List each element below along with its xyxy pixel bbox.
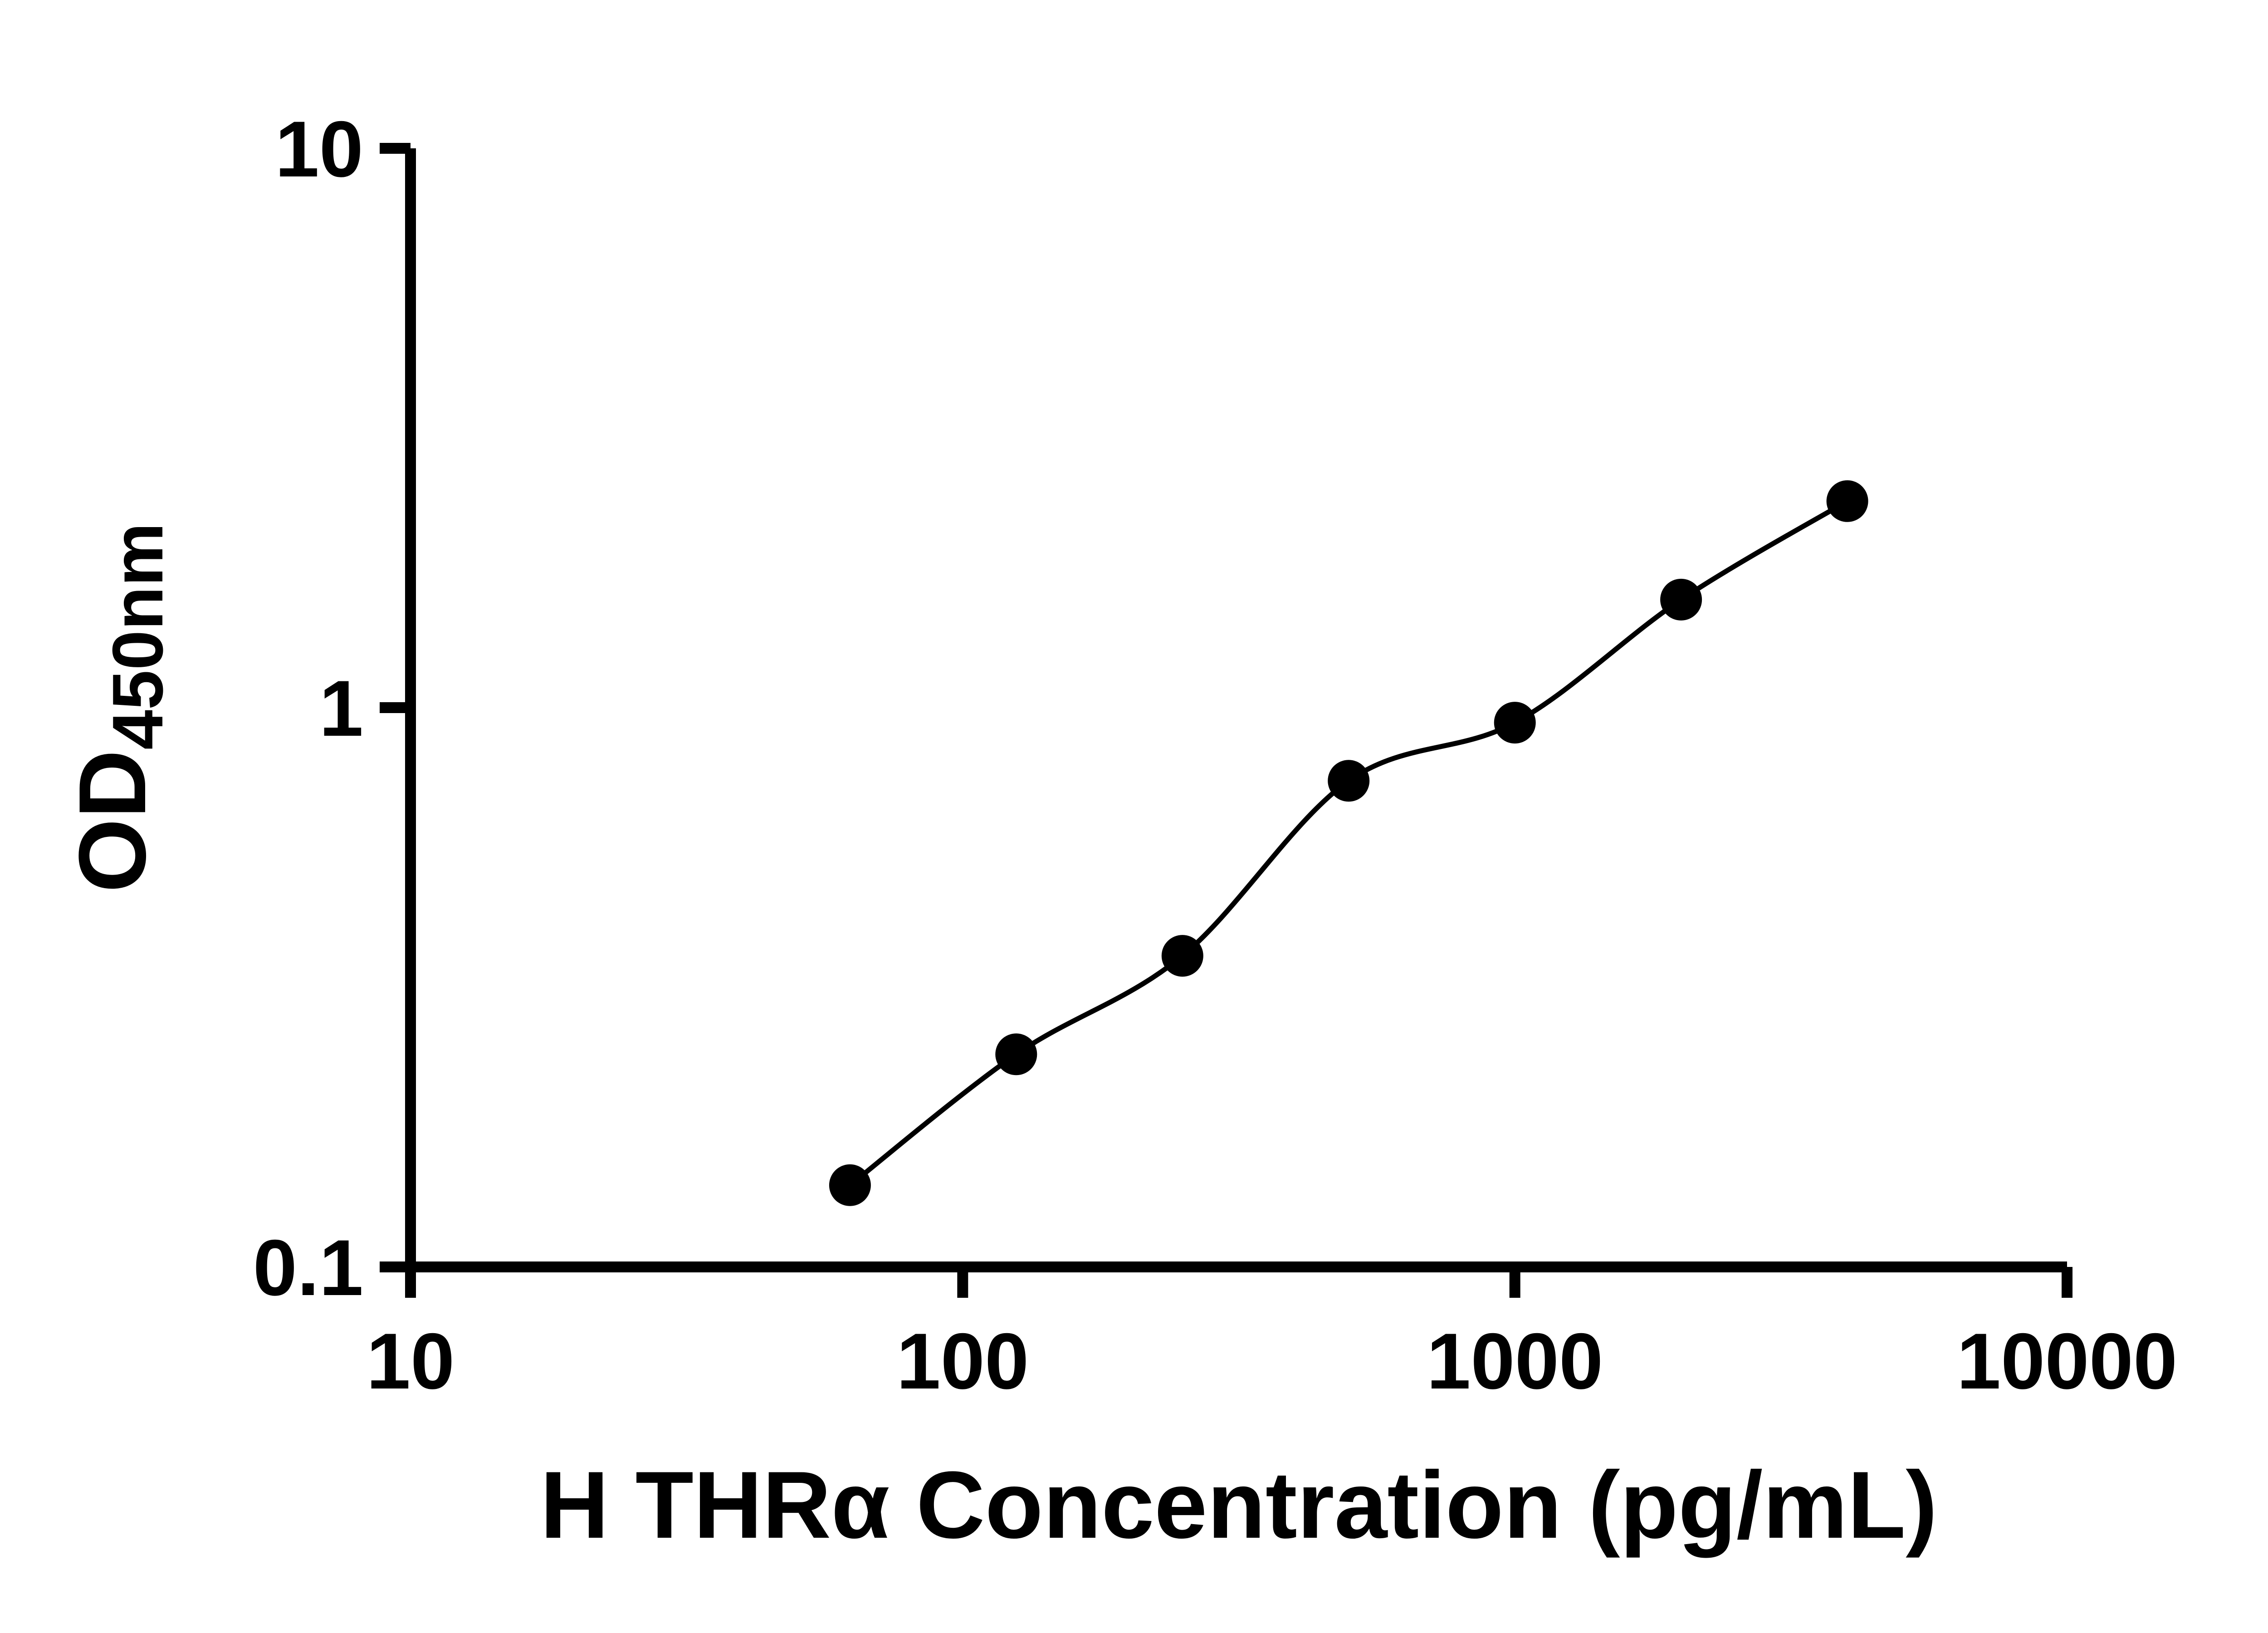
y-axis-title: OD450nm: [59, 523, 178, 893]
data-point: [1660, 578, 1702, 621]
axes-layer: [405, 148, 2067, 1272]
y-axis-title-main: OD: [59, 750, 166, 893]
x-axis-title: H THRα Concentration (pg/mL): [540, 1452, 1937, 1558]
ticks-layer: [380, 143, 2072, 1298]
y-tick-label: 1: [319, 665, 363, 753]
y-axis-title-subscript: 450nm: [98, 523, 178, 750]
y-tick-label: 10: [275, 105, 363, 194]
x-tick-label: 10000: [1957, 1317, 2178, 1406]
data-point: [1494, 702, 1536, 744]
x-tick-label: 100: [896, 1317, 1029, 1406]
tick-labels-layer: 10 100 1000 10000 0.1 1 10: [253, 105, 2178, 1406]
data-series-layer: [829, 480, 1868, 1206]
x-tick-label: 1000: [1427, 1317, 1603, 1406]
data-point: [1826, 480, 1868, 522]
y-tick-label: 0.1: [253, 1224, 363, 1312]
axis-lines: [405, 148, 2067, 1272]
data-point: [1328, 760, 1370, 802]
data-point: [995, 1033, 1037, 1076]
data-point: [1161, 935, 1203, 977]
x-tick-label: 10: [367, 1317, 455, 1406]
data-point: [829, 1164, 871, 1206]
